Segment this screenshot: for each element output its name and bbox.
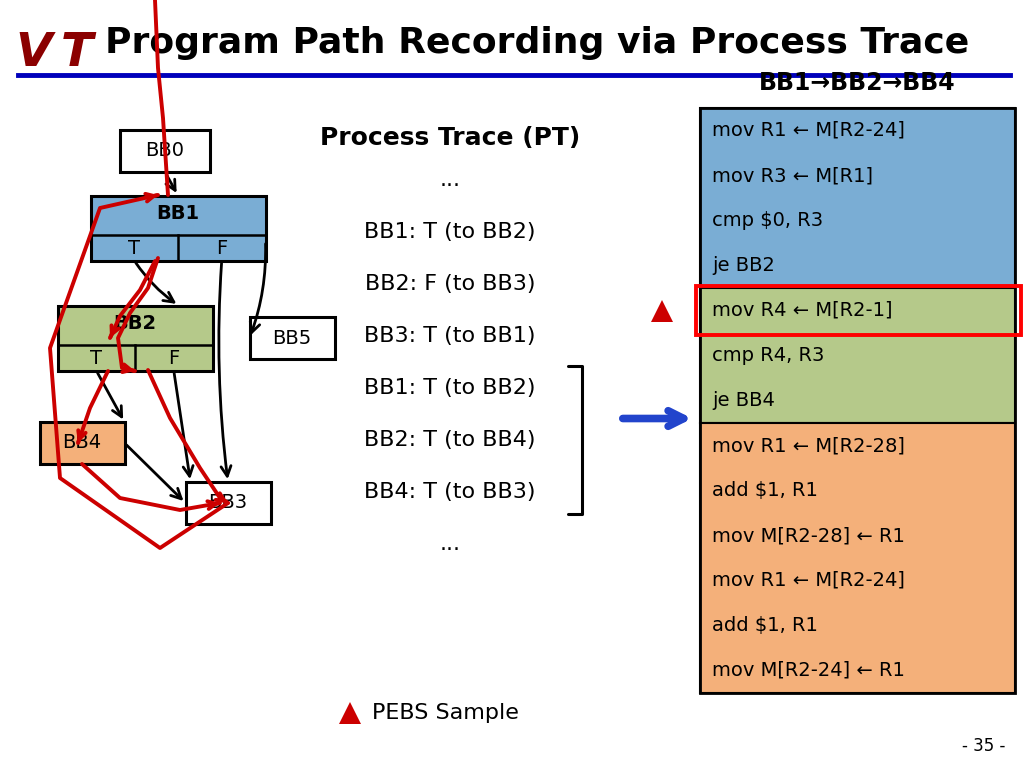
FancyBboxPatch shape [185,482,270,524]
Text: mov R1 ← M[R2-24]: mov R1 ← M[R2-24] [712,121,905,140]
Text: BB5: BB5 [272,329,311,347]
FancyBboxPatch shape [57,306,213,370]
FancyBboxPatch shape [700,288,1015,423]
Text: BB1: T (to BB2): BB1: T (to BB2) [365,378,536,398]
Text: je BB4: je BB4 [712,391,775,410]
Text: add $1, R1: add $1, R1 [712,616,818,635]
FancyBboxPatch shape [700,423,1015,693]
Text: mov M[R2-28] ← R1: mov M[R2-28] ← R1 [712,526,905,545]
Text: PEBS Sample: PEBS Sample [372,703,519,723]
Text: Process Trace (PT): Process Trace (PT) [319,126,581,150]
Text: cmp R4, R3: cmp R4, R3 [712,346,824,365]
Text: cmp $0, R3: cmp $0, R3 [712,211,823,230]
Text: mov R4 ← M[R2-1]: mov R4 ← M[R2-1] [712,301,893,320]
Text: T: T [60,31,93,76]
Text: BB3: BB3 [209,494,248,512]
Text: BB1: BB1 [157,204,200,223]
FancyBboxPatch shape [40,422,125,464]
FancyBboxPatch shape [120,130,210,172]
Text: mov R3 ← M[R1]: mov R3 ← M[R1] [712,166,873,185]
Text: add $1, R1: add $1, R1 [712,481,818,500]
FancyBboxPatch shape [250,317,335,359]
Text: Program Path Recording via Process Trace: Program Path Recording via Process Trace [105,26,970,60]
Text: BB4: BB4 [62,433,101,452]
Text: BB2: F (to BB3): BB2: F (to BB3) [365,274,536,294]
FancyBboxPatch shape [700,108,1015,288]
Text: F: F [168,349,179,369]
Text: F: F [216,240,227,258]
Text: je BB2: je BB2 [712,256,775,275]
Text: BB1→BB2→BB4: BB1→BB2→BB4 [759,71,955,95]
Text: mov M[R2-24] ← R1: mov M[R2-24] ← R1 [712,661,905,680]
Text: BB4: T (to BB3): BB4: T (to BB3) [365,482,536,502]
Text: T: T [128,240,140,258]
Text: ...: ... [439,170,461,190]
Text: BB3: T (to BB1): BB3: T (to BB1) [365,326,536,346]
Text: mov R1 ← M[R2-28]: mov R1 ← M[R2-28] [712,436,905,455]
Text: ...: ... [439,534,461,554]
Text: BB2: T (to BB4): BB2: T (to BB4) [365,430,536,450]
Text: V: V [15,31,51,76]
Text: T: T [90,349,102,369]
FancyBboxPatch shape [90,196,265,260]
Text: BB0: BB0 [145,141,184,161]
Text: BB2: BB2 [114,314,157,333]
Text: - 35 -: - 35 - [962,737,1005,755]
Text: BB1: T (to BB2): BB1: T (to BB2) [365,222,536,242]
Text: mov R1 ← M[R2-24]: mov R1 ← M[R2-24] [712,571,905,590]
